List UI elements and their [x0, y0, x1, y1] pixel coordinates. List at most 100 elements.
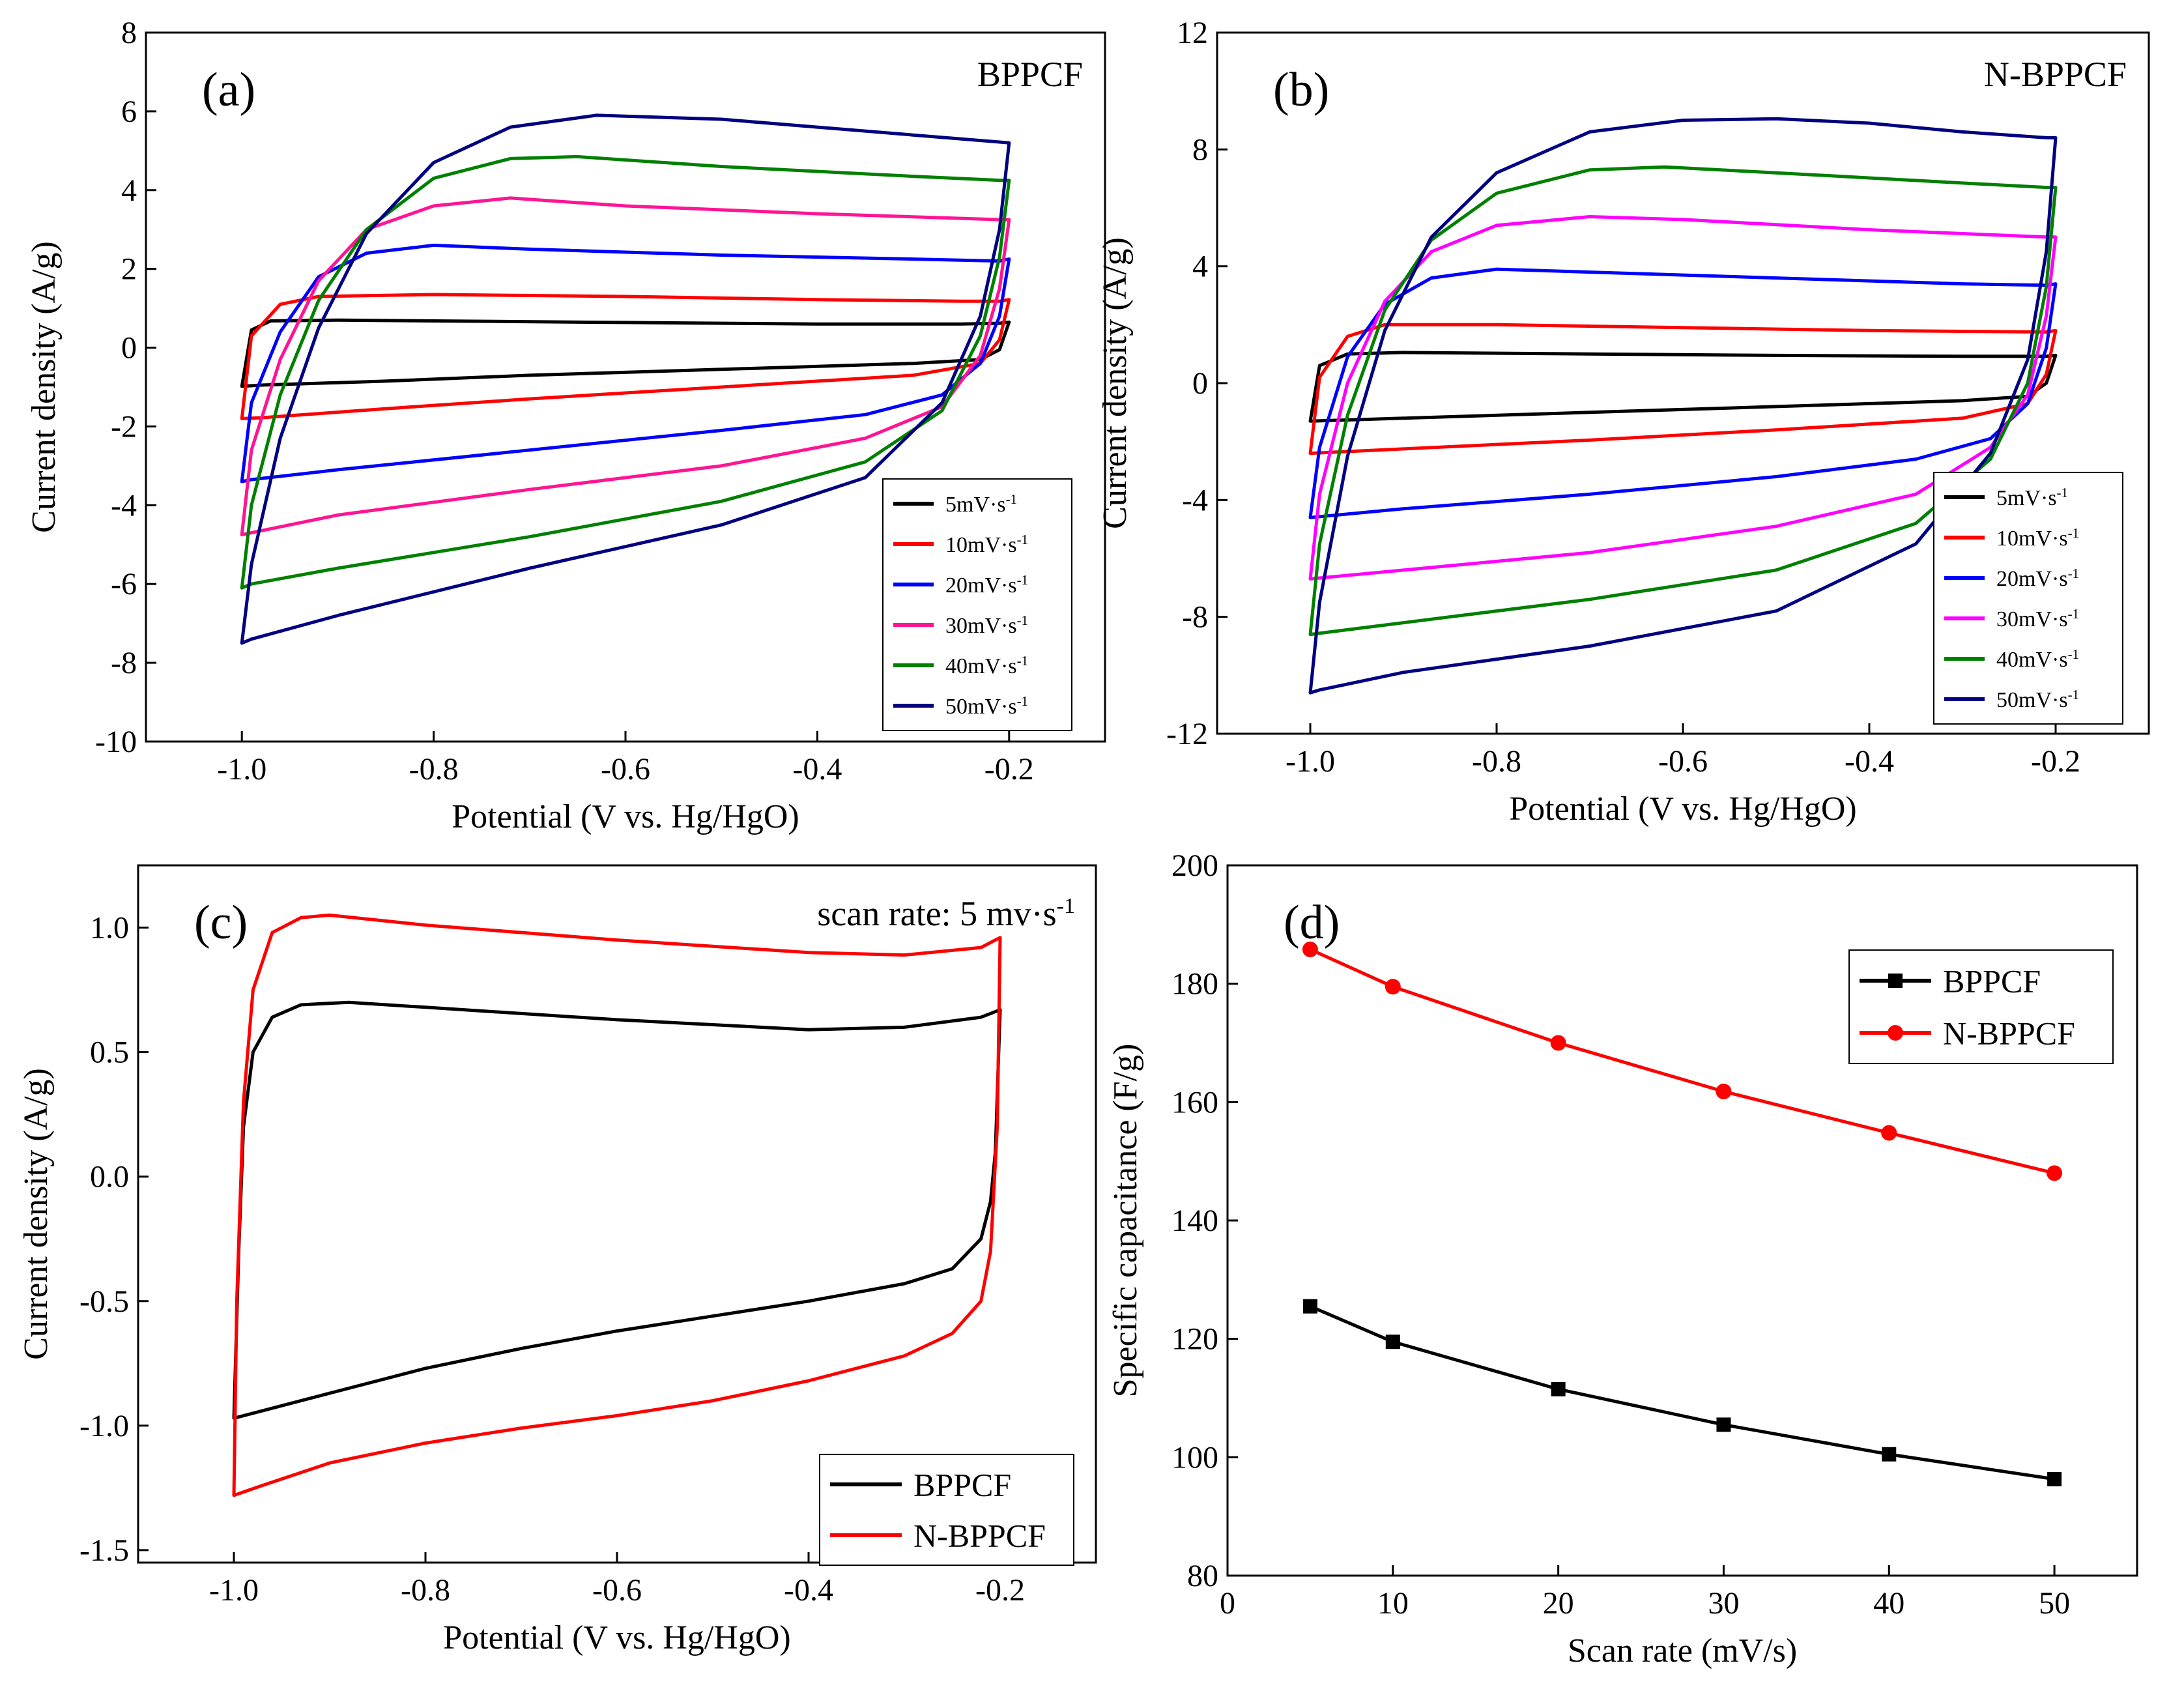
y-tick-label: 0.0: [90, 1160, 129, 1194]
y-tick-label: 4: [121, 173, 137, 208]
panel-label: (a): [202, 63, 255, 117]
series-group: [1302, 941, 2063, 1486]
x-tick-label: -0.4: [792, 752, 842, 787]
x-tick-label: 50: [2039, 1586, 2070, 1621]
x-tick-label: -0.8: [401, 1573, 450, 1608]
y-tick-label: 100: [1171, 1440, 1218, 1475]
panel-title: N-BPPCF: [1984, 55, 2127, 94]
y-tick-label: -12: [1166, 717, 1208, 751]
legend-label: BPPCF: [913, 1467, 1011, 1503]
y-tick-label: 140: [1171, 1204, 1218, 1238]
data-point-bppcf: [2047, 1471, 2062, 1486]
y-tick-label: -8: [1182, 600, 1208, 635]
y-tick-label: 160: [1171, 1085, 1218, 1119]
y-tick-label: -6: [111, 567, 137, 601]
x-tick-label: -1.0: [217, 752, 266, 787]
x-tick-label: -0.2: [984, 752, 1034, 787]
legend-label: 10mV·s-1: [945, 532, 1028, 557]
y-tick-label: 80: [1187, 1559, 1218, 1593]
x-tick-label: 30: [1708, 1586, 1739, 1621]
cv-curve-10mvs: [240, 293, 1011, 420]
panel-label: (d): [1284, 896, 1340, 949]
series-group: [232, 913, 1002, 1497]
legend-box: [1933, 472, 2123, 725]
x-tick-label: -0.4: [784, 1573, 833, 1608]
y-tick-label: 0: [121, 331, 137, 366]
series-group: [240, 113, 1011, 645]
legend: 5mV·s-1 10mV·s-1 20mV·s-1 30mV·s-1 40mV·s-1 5…: [1933, 472, 2123, 725]
x-tick-label: 10: [1377, 1586, 1409, 1621]
panel-a: -1.0 -0.8 -0.6 -0.4 -0.2 -10 -8 -6 -4 -2 0 2 4 6 8 Pote…: [25, 16, 1106, 835]
legend: 5mV·s-1 10mV·s-1 20mV·s-1 30mV·s-1 40mV·s-1 5…: [882, 478, 1072, 731]
x-tick-label: -0.8: [1472, 744, 1521, 779]
x-tick-label: -0.2: [975, 1573, 1025, 1608]
legend-box: [1848, 949, 2114, 1064]
y-tick-label: -8: [111, 646, 137, 680]
y-tick-label: -1.5: [79, 1533, 129, 1568]
x-tick-label: -0.6: [1658, 744, 1708, 779]
data-point-nbppcf: [1716, 1083, 1732, 1099]
legend-label: 5mV·s-1: [945, 491, 1017, 517]
x-axis-label: Scan rate (mV/s): [1568, 1632, 1797, 1669]
y-tick-label: -2: [111, 409, 137, 444]
y-tick-label: 8: [1192, 132, 1208, 167]
legend-label: 50mV·s-1: [1996, 687, 2079, 712]
data-point-bppcf: [1716, 1417, 1731, 1432]
series-group: [1308, 117, 2058, 695]
legend-label: 40mV·s-1: [945, 653, 1028, 678]
x-tick-label: 0: [1220, 1586, 1235, 1621]
y-axis-label: Current density (A/g): [1097, 237, 1134, 529]
x-tick-label: -0.6: [601, 752, 650, 787]
y-axis-label: Current density (A/g): [25, 241, 63, 533]
legend-label: BPPCF: [1943, 963, 2041, 1000]
legend-label: 50mV·s-1: [945, 693, 1028, 719]
y-tick-label: -0.5: [79, 1284, 129, 1319]
legend-label: 30mV·s-1: [1996, 606, 2079, 631]
legend-label: 20mV·s-1: [945, 572, 1028, 598]
data-point-bppcf: [1551, 1381, 1566, 1396]
panel-d: 0 10 20 30 40 50 80 100 120 140 160 180 200 Scan rate…: [1107, 848, 2138, 1669]
cv-curve-40mvs: [1308, 165, 2058, 637]
legend: BPPCF N-BPPCF: [819, 1454, 1074, 1566]
legend-label: N-BPPCF: [1943, 1015, 2075, 1052]
y-tick-label: 4: [1192, 250, 1208, 284]
x-tick-label: -0.8: [409, 752, 459, 787]
data-point-nbppcf: [2047, 1165, 2063, 1181]
cv-curve-5mvs: [1308, 351, 2058, 423]
data-point-nbppcf: [1302, 941, 1318, 957]
legend-box: [882, 478, 1072, 731]
x-tick-label: -0.6: [592, 1573, 642, 1608]
legend-label: 30mV·s-1: [945, 613, 1028, 638]
cv-curve-10mvs: [1308, 323, 2058, 455]
panel-label: (c): [194, 896, 248, 949]
capacitance-line-bppcf: [1309, 1305, 2055, 1481]
panel-c: -1.0 -0.8 -0.6 -0.4 -0.2 -1.5 -1.0 -0.5 0.0 0.5 1.…: [18, 864, 1097, 1656]
cv-curve-nbppcf: [232, 913, 1002, 1497]
data-point-bppcf: [1385, 1335, 1400, 1350]
scan-rate-annotation: scan rate: 5 mv·s-1: [817, 894, 1075, 933]
x-tick-label: 20: [1543, 1586, 1574, 1621]
legend: BPPCF N-BPPCF: [1848, 949, 2114, 1064]
x-tick-label: 40: [1873, 1586, 1904, 1621]
legend-box: [819, 1454, 1074, 1566]
legend-label: 10mV·s-1: [1996, 525, 2079, 551]
y-tick-label: -10: [95, 725, 137, 759]
capacitance-line-nbppcf: [1309, 947, 2055, 1175]
y-tick-label: 0.5: [90, 1035, 129, 1070]
x-tick-label: -0.2: [2031, 744, 2080, 779]
y-tick-label: 8: [121, 16, 137, 50]
y-tick-label: 1.0: [90, 911, 129, 946]
panel-b: -1.0 -0.8 -0.6 -0.4 -0.2 -12 -8 -4 0 4 8 12 Potentia…: [1097, 16, 2150, 828]
y-axis-label: Specific capacitance (F/g): [1107, 1044, 1144, 1398]
y-tick-label: 200: [1171, 848, 1218, 883]
legend-label: 5mV·s-1: [1996, 485, 2068, 510]
y-tick-label: 12: [1177, 16, 1208, 50]
data-point-bppcf: [1882, 1447, 1897, 1462]
legend-label: 20mV·s-1: [1996, 566, 2079, 591]
x-axis-label: Potential (V vs. Hg/HgO): [452, 798, 799, 835]
y-tick-label: -4: [111, 488, 137, 523]
y-axis-label: Current density (A/g): [18, 1068, 55, 1360]
legend-label: N-BPPCF: [913, 1518, 1046, 1554]
legend-marker: [1888, 974, 1903, 988]
